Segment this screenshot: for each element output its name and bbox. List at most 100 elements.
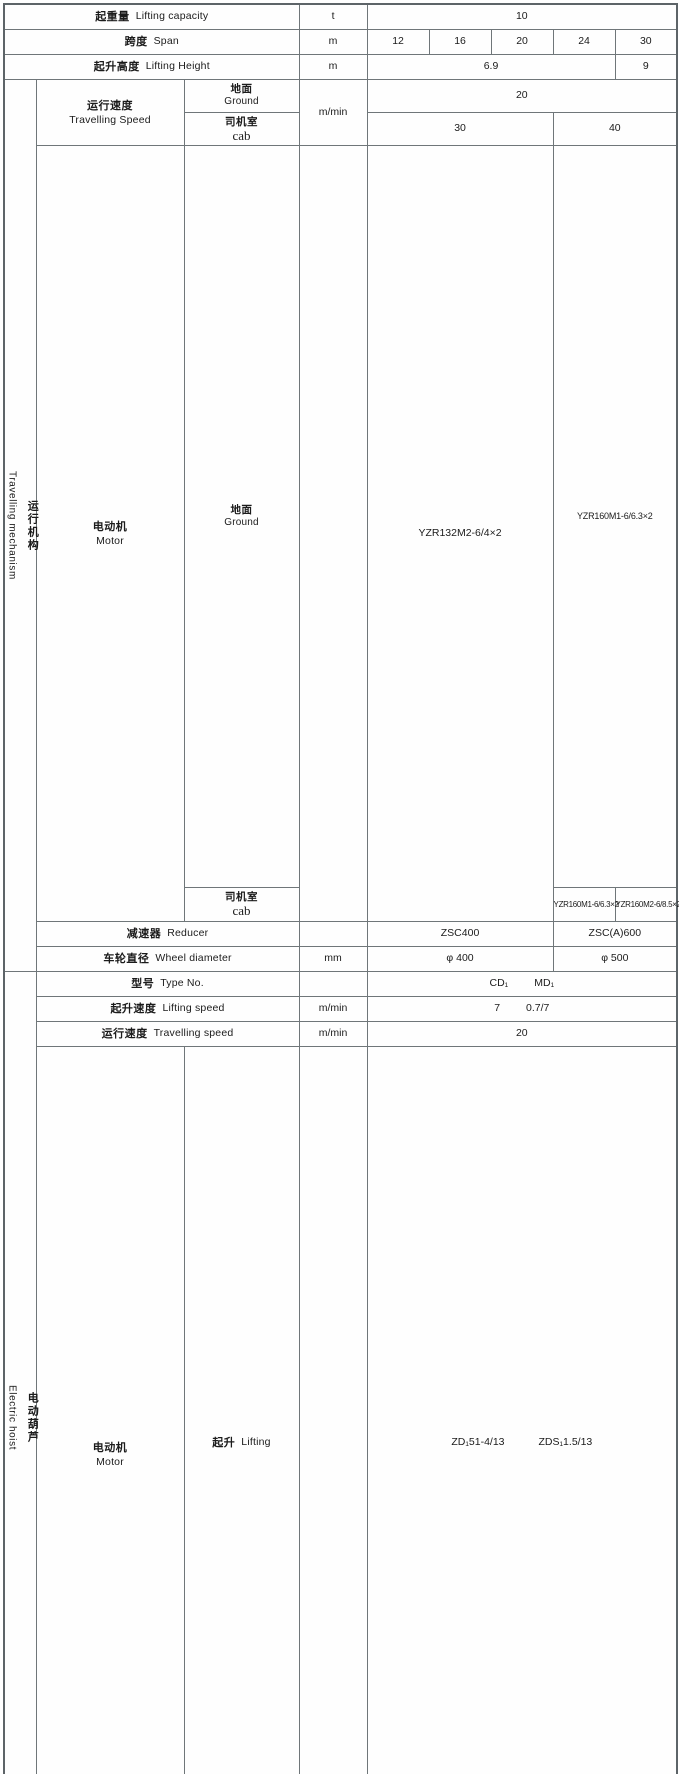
value-type-no: CD₁ MD₁ [367,972,677,997]
value-hoist-motor-lifting-b: ZDS₁1.5/13 [539,1436,593,1448]
table-row-type-no: 电动葫芦 Electric hoist 型号 Type No. CD₁MD₁ [4,972,677,997]
value-motor-cab-a: YZR160M1-6/6.3×2 [553,888,615,922]
label-en: Lifting speed [162,1002,224,1015]
table-row-span: 跨度 Span m 12 16 20 24 30 [4,30,677,55]
value-travelling-speed-cab-b: 40 [553,112,677,146]
label-en: Span [154,35,179,48]
unit-wheel-diameter: mm [299,947,367,972]
row-label-reducer: 减速器 Reducer [36,922,299,947]
label-cn: 电动机 [93,1441,128,1455]
sublabel-ground: 地面 Ground [184,146,299,888]
label-en: Motor [96,1456,124,1469]
sublabel-cab: 司机室 cab [184,888,299,922]
sublabel-cn: 司机室 [225,116,258,129]
row-label-lifting-capacity: 起重量 Lifting capacity [4,4,299,30]
value-motor-cab-b: YZR160M2-6/8.5×2 [615,888,677,922]
value-span-30: 30 [615,30,677,55]
label-en: Travelling Speed [69,114,151,127]
crane-specification-table: 起重量 Lifting capacity t 10 跨度 Span m 12 1… [3,3,678,1774]
label-cn: 车轮直径 [103,952,149,966]
unit-span: m [299,30,367,55]
row-label-type-no: 型号 Type No. [36,972,299,997]
row-label-hoist-motor: 电动机 Motor [36,1047,184,1774]
unit-hoist-motor [299,1047,367,1774]
unit-hoist-lifting-speed: m/min [299,997,367,1022]
sublabel-en: Ground [224,96,259,109]
unit-reducer [299,922,367,947]
table-row-wheel-diameter: 车轮直径 Wheel diameter mm φ 400 φ 500 [4,947,677,972]
table-row-hoist-motor-lifting: 电动机 Motor 起升 Lifting ZD₁51-4/13 ZDS₁1.5/1… [4,1047,677,1774]
label-en: Reducer [167,927,208,940]
label-cn: 起升速度 [110,1002,156,1016]
value-motor-ground-right: YZR160M1-6/6.3×2 [553,146,677,888]
label-en: Travelling speed [154,1027,234,1040]
row-label-motor: 电动机 Motor [36,146,184,922]
sublabel-en: Ground [224,517,259,530]
label-cn: 减速器 [127,927,162,941]
value-hoist-lifting-speed-b: 0.7/7 [526,1002,549,1014]
group-label-cn: 电动葫芦 [26,1392,40,1444]
value-reducer-a: ZSC400 [367,922,553,947]
value-type-no-b: MD₁ [534,977,554,989]
label-cn: 起重量 [95,10,130,24]
group-label-electric-hoist: 电动葫芦 Electric hoist [4,972,36,1774]
row-label-lifting-height: 起升高度 Lifting Height [4,55,299,80]
value-lifting-height-a: 6.9 [367,55,615,80]
table-row-lifting-capacity: 起重量 Lifting capacity t 10 [4,4,677,30]
value-hoist-lifting-speed: 7 0.7/7 [367,997,677,1022]
row-label-hoist-travelling-speed: 运行速度 Travelling speed [36,1022,299,1047]
group-label-en: Travelling mechanism [5,471,18,580]
unit-lifting-capacity: t [299,4,367,30]
label-en: Wheel diameter [155,952,231,965]
label-cn: 型号 [131,977,154,991]
spec-sheet: 起重量 Lifting capacity t 10 跨度 Span m 12 1… [0,3,679,890]
value-hoist-travelling-speed: 20 [367,1022,677,1047]
sublabel-en: cab [232,904,250,918]
unit-lifting-height: m [299,55,367,80]
value-hoist-lifting-speed-a: 7 [494,1002,500,1014]
row-label-travelling-speed: 运行速度 Travelling Speed [36,80,184,146]
label-en: Lifting capacity [136,10,209,23]
table-row-hoist-travelling-speed: 运行速度 Travelling speed m/min 20 [4,1022,677,1047]
label-en: Lifting Height [146,60,210,73]
value-span-16: 16 [429,30,491,55]
label-cn: 运行速度 [87,99,133,113]
group-label-travelling-mechanism: 运行机构 Travelling mechanism [4,80,36,972]
label-en: Motor [96,535,124,548]
sublabel-cab: 司机室 cab [184,112,299,146]
table-row-reducer: 减速器 Reducer ZSC400 ZSC(A)600 [4,922,677,947]
value-lifting-capacity: 10 [367,4,677,30]
value-wheel-diameter-b: φ 500 [553,947,677,972]
group-label-cn: 运行机构 [26,500,40,552]
sublabel-lifting: 起升 Lifting [184,1047,299,1774]
unit-hoist-travelling-speed: m/min [299,1022,367,1047]
value-type-no-a: CD₁ [490,977,509,989]
row-label-wheel-diameter: 车轮直径 Wheel diameter [36,947,299,972]
table-row-hoist-lifting-speed: 起升速度 Lifting speed m/min 7 0.7/7 [4,997,677,1022]
label-cn: 运行速度 [102,1027,148,1041]
value-hoist-motor-lifting-a: ZD₁51-4/13 [451,1436,504,1448]
table-row-travelling-speed-ground: 运行机构 Travelling mechanism 运行速度 Travellin… [4,80,677,113]
unit-travelling-speed: m/min [299,80,367,146]
value-motor-main: YZR132M2-6/4×2 [367,146,553,922]
table-row-motor-ground: 电动机 Motor 地面 Ground YZR132M2-6/4×2 YZR16… [4,146,677,888]
sublabel-ground: 地面 Ground [184,80,299,113]
row-label-hoist-lifting-speed: 起升速度 Lifting speed [36,997,299,1022]
sublabel-cn: 起升 [212,1436,235,1450]
value-travelling-speed-ground: 20 [367,80,677,113]
value-lifting-height-b: 9 [615,55,677,80]
sublabel-cn: 司机室 [225,891,258,904]
row-label-span: 跨度 Span [4,30,299,55]
label-cn: 起升高度 [94,60,140,74]
value-span-24: 24 [553,30,615,55]
sublabel-en: cab [232,129,250,143]
sublabel-en: Lifting [241,1436,270,1449]
unit-type-no [299,972,367,997]
value-span-20: 20 [491,30,553,55]
label-cn: 跨度 [125,35,148,49]
label-cn: 电动机 [93,520,128,534]
value-hoist-motor-lifting: ZD₁51-4/13 ZDS₁1.5/13 [367,1047,677,1774]
unit-motor [299,146,367,922]
value-span-12: 12 [367,30,429,55]
label-en: Type No. [160,977,204,990]
